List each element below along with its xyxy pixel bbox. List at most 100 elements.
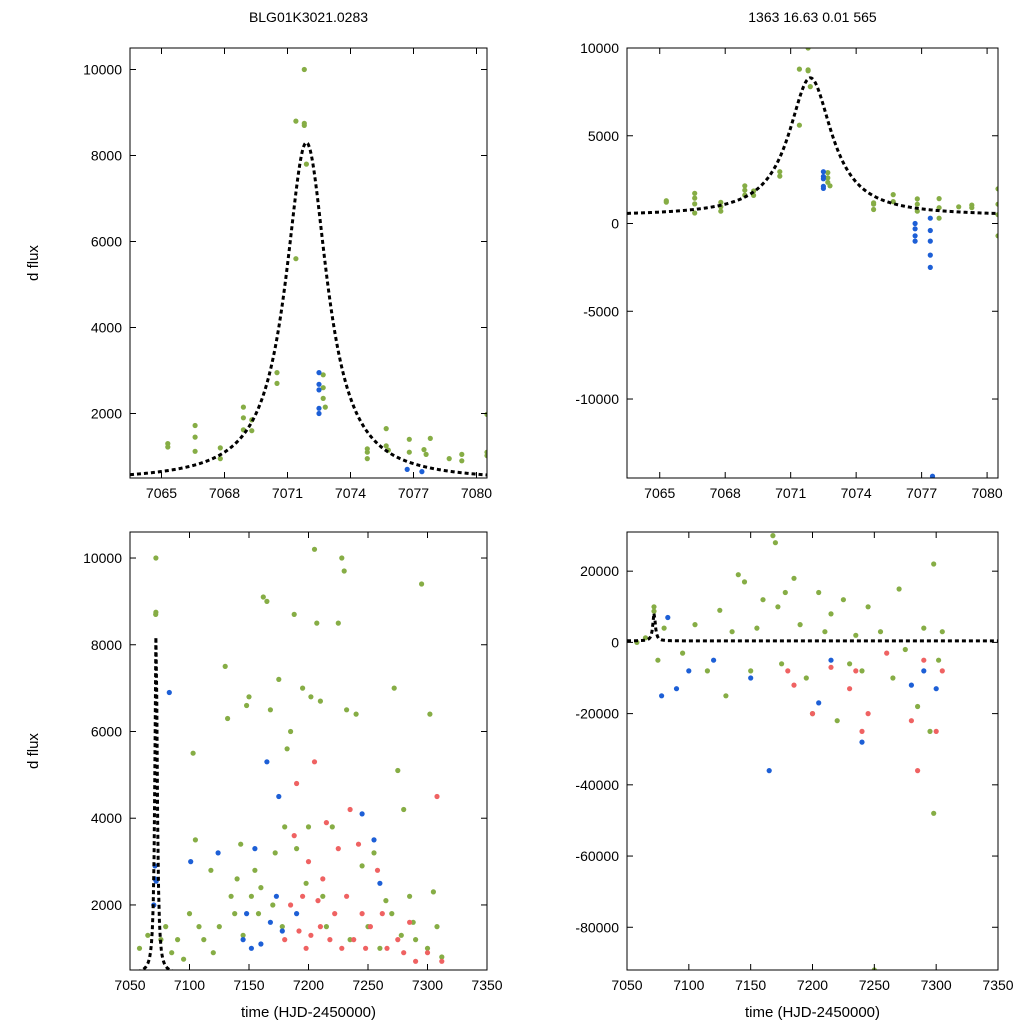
- data-point-green: [890, 192, 896, 198]
- plot-frame: [626, 531, 999, 971]
- data-point-green: [293, 256, 299, 262]
- data-point-blue: [240, 937, 246, 943]
- data-point-red: [305, 859, 312, 865]
- data-point-green: [344, 707, 350, 713]
- data-point-green: [364, 456, 370, 462]
- data-point-green: [827, 183, 833, 189]
- data-point-red: [785, 668, 791, 674]
- data-point-red: [439, 958, 445, 964]
- data-point-red: [339, 945, 345, 951]
- x-tick-label: 7065: [644, 485, 675, 501]
- data-point-blue: [316, 370, 322, 376]
- data-point-green: [339, 555, 345, 561]
- data-point-red: [315, 898, 321, 904]
- data-point-red: [809, 711, 816, 717]
- data-point-green: [401, 806, 407, 813]
- data-point-green: [216, 924, 222, 930]
- data-point-green: [936, 215, 942, 221]
- data-point-red: [413, 958, 419, 964]
- data-point-green: [175, 937, 181, 943]
- data-point-green: [272, 850, 278, 856]
- y-axis-label: d flux: [25, 245, 42, 281]
- x-tick-label: 7250: [352, 977, 383, 993]
- y-tick-label: -10000: [575, 391, 619, 407]
- y-tick-label: 8000: [91, 148, 122, 164]
- model-curve: [137, 636, 175, 970]
- data-point-green: [853, 632, 859, 638]
- data-point-green: [217, 445, 223, 451]
- data-point-red: [327, 937, 333, 943]
- panel-title: BLG01K3021.0283: [249, 9, 368, 25]
- data-point-green: [717, 607, 723, 613]
- data-point-blue: [188, 859, 194, 865]
- data-point-green: [847, 661, 853, 667]
- data-point-green: [936, 196, 942, 202]
- data-point-blue: [820, 185, 827, 191]
- data-point-blue: [927, 227, 933, 234]
- y-tick-label: 20000: [580, 563, 619, 579]
- data-point-green: [896, 586, 902, 592]
- data-point-green: [816, 589, 822, 596]
- data-point-green: [377, 945, 383, 951]
- data-point-green: [246, 694, 252, 700]
- data-point-green: [276, 676, 282, 683]
- data-point-green: [279, 924, 285, 930]
- data-point-green: [410, 919, 416, 925]
- data-point-green: [234, 876, 240, 882]
- data-point-green: [217, 456, 223, 462]
- data-point-red: [939, 668, 945, 674]
- model-curve: [627, 76, 998, 215]
- data-point-green: [825, 175, 831, 181]
- data-point-green: [840, 597, 847, 603]
- data-point-green: [692, 201, 698, 207]
- data-point-red: [884, 650, 890, 656]
- data-point-green: [240, 932, 246, 938]
- data-point-green: [153, 611, 159, 618]
- data-point-blue: [686, 668, 692, 674]
- plot-frame: [129, 531, 488, 971]
- data-point-red: [282, 937, 288, 943]
- data-point-green: [192, 434, 198, 440]
- data-point-green: [931, 810, 937, 816]
- data-point-green: [282, 824, 288, 830]
- data-point-blue: [912, 226, 918, 232]
- x-axis-label: time (HJD-2450000): [745, 1004, 880, 1021]
- data-point-green: [347, 937, 353, 943]
- data-point-green: [303, 161, 309, 167]
- data-point-green: [413, 937, 419, 943]
- data-point-green: [222, 663, 228, 670]
- data-point-green: [775, 604, 781, 610]
- y-tick-label: -5000: [583, 303, 619, 319]
- data-point-green: [914, 196, 920, 202]
- data-point-red: [294, 780, 300, 787]
- data-point-red: [332, 911, 338, 917]
- data-point-green: [192, 837, 198, 843]
- data-point-green: [240, 404, 246, 410]
- y-tick-label: 8000: [91, 637, 122, 653]
- x-tick-label: 7100: [673, 977, 704, 993]
- x-tick-label: 7077: [906, 485, 937, 501]
- model-curve: [627, 613, 998, 643]
- data-point-red: [407, 919, 413, 925]
- data-point-green: [770, 533, 776, 539]
- data-points: [663, 48, 998, 478]
- data-point-green: [192, 448, 198, 454]
- data-point-green: [383, 898, 389, 904]
- data-point-green: [391, 685, 397, 691]
- data-point-blue: [166, 689, 172, 696]
- data-point-green: [258, 885, 264, 891]
- data-point-green: [430, 889, 436, 895]
- data-point-green: [439, 954, 445, 960]
- data-point-green: [779, 661, 785, 667]
- data-point-green: [424, 945, 431, 951]
- y-tick-label: 10000: [580, 40, 619, 56]
- data-point-red: [303, 945, 309, 951]
- data-point-green: [446, 456, 452, 462]
- data-point-green: [145, 932, 151, 938]
- data-point-blue: [933, 686, 939, 692]
- data-point-red: [367, 924, 373, 930]
- data-point-green: [252, 867, 258, 873]
- data-point-red: [921, 657, 927, 663]
- data-point-blue: [377, 880, 383, 886]
- data-point-green: [320, 372, 326, 378]
